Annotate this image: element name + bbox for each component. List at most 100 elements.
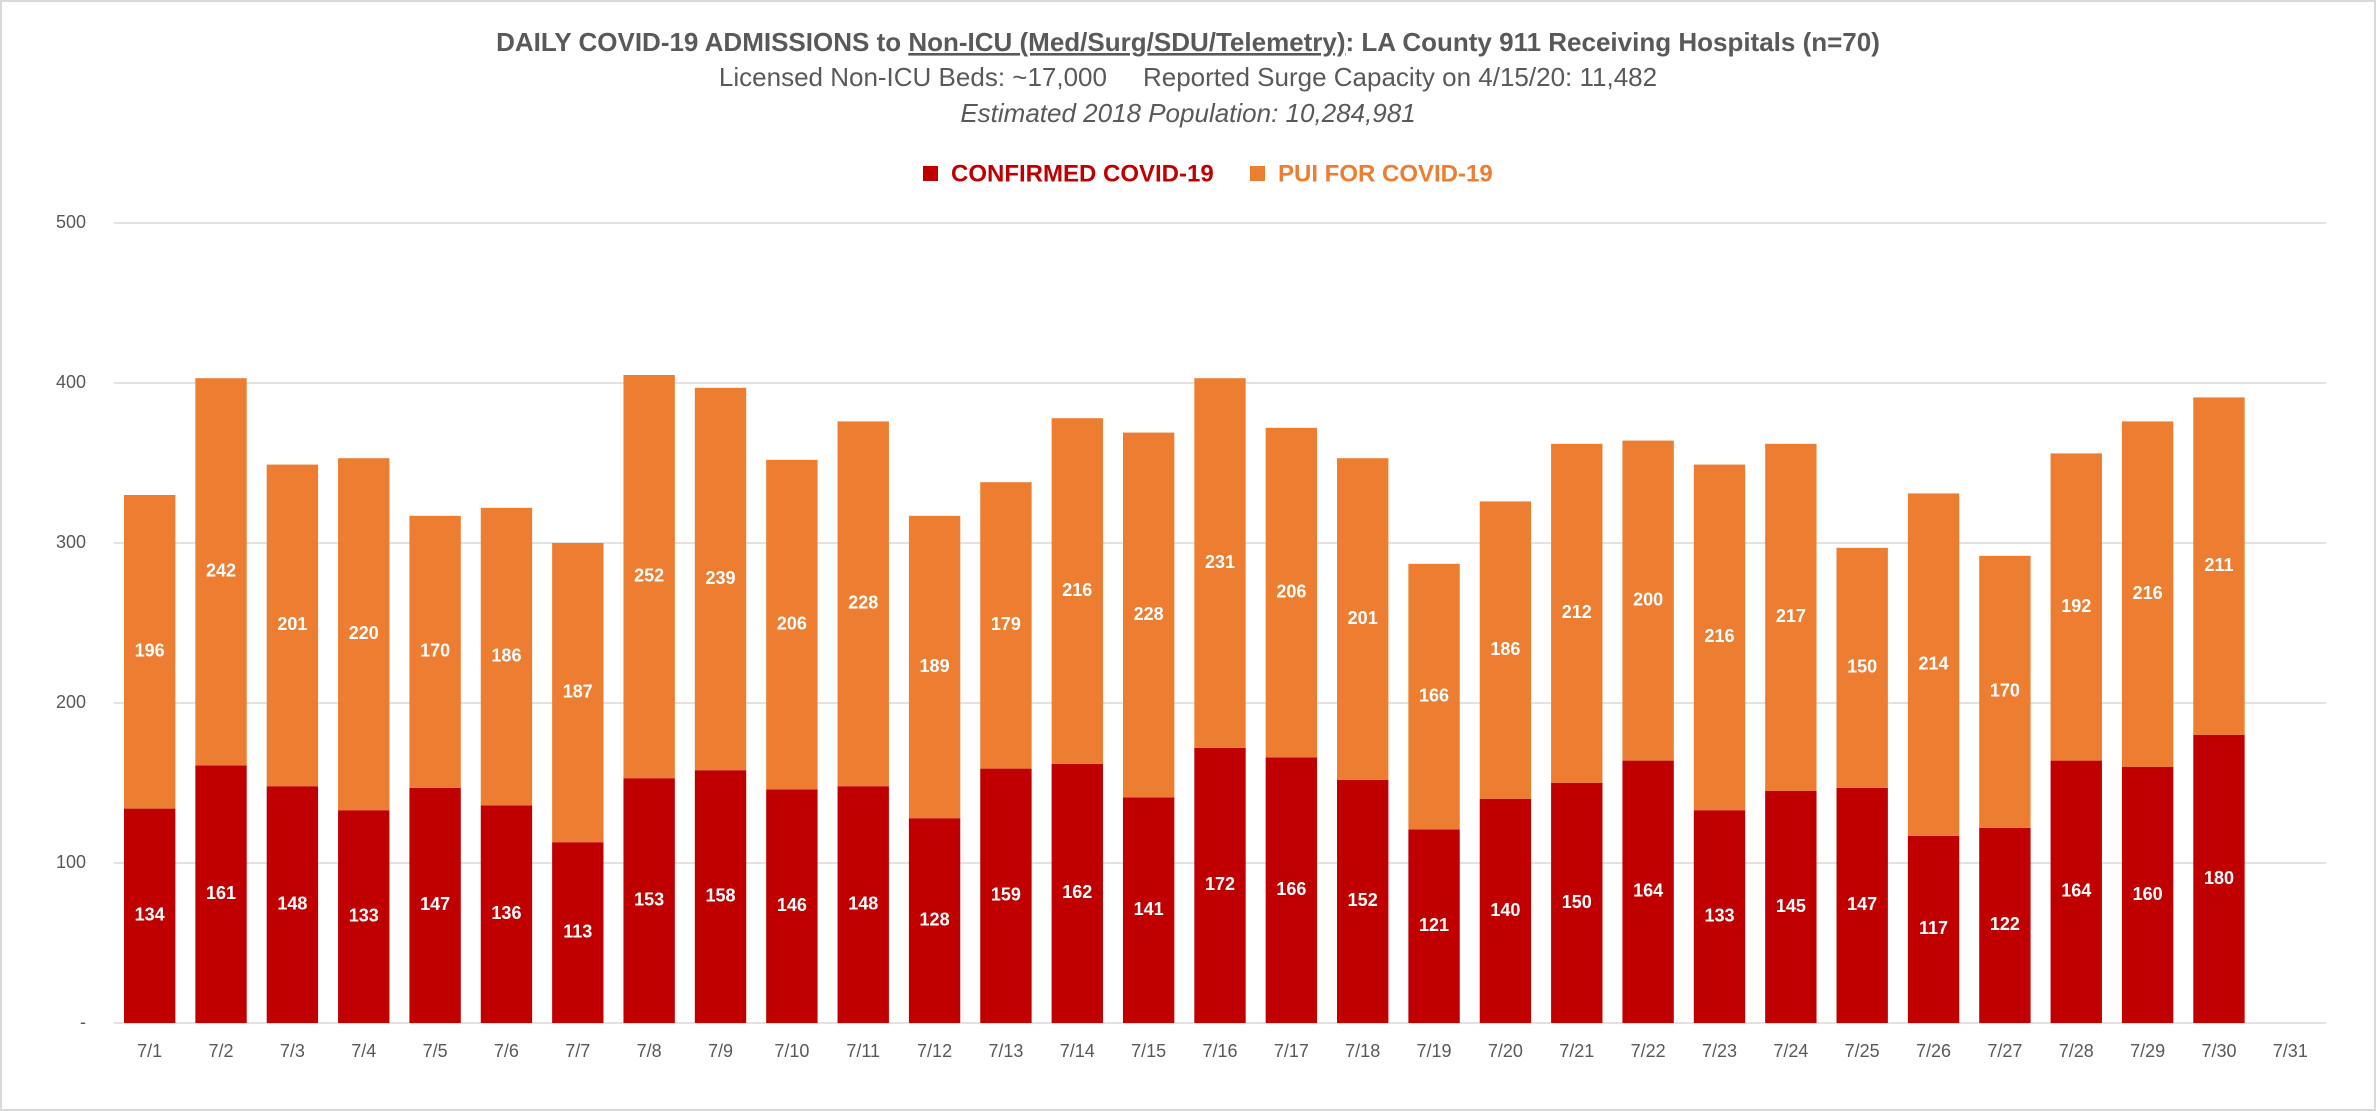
y-tick-label: 400 <box>56 372 86 392</box>
data-label: 161 <box>206 883 236 903</box>
x-tick-label: 7/13 <box>988 1041 1023 1061</box>
data-label: 140 <box>1490 900 1520 920</box>
bar-segment <box>694 387 747 771</box>
data-label: 186 <box>491 645 521 665</box>
bar-segment <box>195 378 247 766</box>
data-label: 113 <box>563 921 592 941</box>
y-tick-label: 200 <box>56 692 86 712</box>
bar-segment <box>1907 493 1960 836</box>
data-label: 189 <box>920 656 950 676</box>
bar-segment <box>2050 760 2102 1023</box>
data-label: 166 <box>1419 685 1449 705</box>
bar-segment <box>409 515 461 788</box>
bar-segment <box>2193 735 2245 1023</box>
x-tick-label: 7/5 <box>423 1041 448 1061</box>
bar-segment <box>1907 835 1960 1023</box>
x-tick-label: 7/17 <box>1274 1041 1309 1061</box>
data-label: 231 <box>1205 552 1235 572</box>
x-tick-label: 7/3 <box>280 1041 305 1061</box>
x-tick-label: 7/15 <box>1131 1041 1166 1061</box>
data-label: 136 <box>491 903 521 923</box>
bar-segment <box>694 770 747 1023</box>
bar-segment <box>1408 563 1460 830</box>
x-tick-label: 7/9 <box>708 1041 733 1061</box>
x-tick-label: 7/30 <box>2201 1041 2236 1061</box>
data-label: 164 <box>1633 881 1663 901</box>
x-tick-label: 7/2 <box>209 1041 234 1061</box>
bar-segment <box>1122 797 1175 1023</box>
x-tick-label: 7/19 <box>1417 1041 1452 1061</box>
bar-segment <box>1765 443 1817 791</box>
data-label: 133 <box>1704 905 1734 925</box>
bar-segment <box>1693 464 1746 811</box>
data-label: 200 <box>1633 589 1663 609</box>
bar-segment <box>266 464 319 787</box>
data-label: 206 <box>1276 581 1306 601</box>
bar-segment <box>2121 421 2174 767</box>
bar-segment <box>837 786 889 1023</box>
legend-label: CONFIRMED COVID-19 <box>951 160 1214 187</box>
data-label: 180 <box>2204 868 2234 888</box>
bar-segment <box>1693 810 1746 1023</box>
data-label: 192 <box>2061 596 2091 616</box>
x-tick-label: 7/29 <box>2130 1041 2165 1061</box>
data-label: 164 <box>2061 881 2091 901</box>
x-tick-label: 7/27 <box>1987 1041 2022 1061</box>
data-label: 117 <box>1919 918 1948 938</box>
subtitle-part: Reported Surge Capacity on 4/15/20: 11,4… <box>1143 62 1657 92</box>
subtitle: Licensed Non-ICU Beds: ~17,000 Reported S… <box>719 62 1657 92</box>
x-tick-label: 7/10 <box>774 1041 809 1061</box>
data-label: 170 <box>1990 681 2020 701</box>
x-tick-label: 7/1 <box>137 1041 162 1061</box>
bar-segment <box>1122 432 1175 798</box>
x-tick-label: 7/18 <box>1345 1041 1380 1061</box>
bar-segment <box>766 459 818 790</box>
bar-segment <box>1551 783 1603 1023</box>
title-part: DAILY COVID-19 ADMISSIONS to <box>496 27 908 57</box>
data-label: 201 <box>277 614 307 634</box>
data-label: 228 <box>848 593 878 613</box>
data-label: 172 <box>1205 874 1235 894</box>
legend-label: PUI FOR COVID-19 <box>1278 160 1493 187</box>
x-tick-label: 7/7 <box>565 1041 590 1061</box>
data-label: 211 <box>2204 555 2233 575</box>
data-label: 179 <box>991 614 1021 634</box>
data-label: 217 <box>1776 606 1806 626</box>
data-label: 186 <box>1490 639 1520 659</box>
data-label: 147 <box>420 894 450 914</box>
bar-segment <box>623 375 675 779</box>
bar-segment <box>1194 747 1246 1023</box>
bar-segment <box>338 810 390 1023</box>
bar-segment <box>480 805 533 1023</box>
data-label: 166 <box>1276 879 1306 899</box>
x-tick-label: 7/4 <box>351 1041 376 1061</box>
bar-segment <box>1979 555 2031 828</box>
bar-segment <box>2121 767 2174 1023</box>
data-label: 133 <box>349 905 379 925</box>
bar-segment <box>1622 760 1674 1023</box>
x-tick-label: 7/14 <box>1060 1041 1095 1061</box>
data-label: 150 <box>1847 657 1877 677</box>
data-label: 152 <box>1348 890 1378 910</box>
chart-title: DAILY COVID-19 ADMISSIONS to Non-ICU (Me… <box>496 27 1880 57</box>
data-label: 121 <box>1419 915 1449 935</box>
bar-segment <box>266 786 319 1023</box>
data-label: 145 <box>1776 896 1806 916</box>
bar-segment <box>1408 829 1460 1023</box>
y-tick-label: 300 <box>56 532 86 552</box>
legend-swatch <box>1250 166 1265 181</box>
bar-segment <box>1051 418 1103 764</box>
bar-segment <box>837 421 889 787</box>
x-tick-label: 7/20 <box>1488 1041 1523 1061</box>
data-label: 216 <box>1062 580 1092 600</box>
data-label: 141 <box>1134 899 1164 919</box>
bar-segment <box>980 768 1032 1023</box>
data-label: 128 <box>920 909 950 929</box>
data-label: 216 <box>2133 583 2163 603</box>
bar-segment <box>552 543 604 843</box>
data-label: 170 <box>420 641 450 661</box>
x-tick-label: 7/24 <box>1773 1041 1808 1061</box>
data-label: 220 <box>349 623 379 643</box>
bar-segment <box>1265 427 1318 758</box>
data-label: 134 <box>135 905 165 925</box>
